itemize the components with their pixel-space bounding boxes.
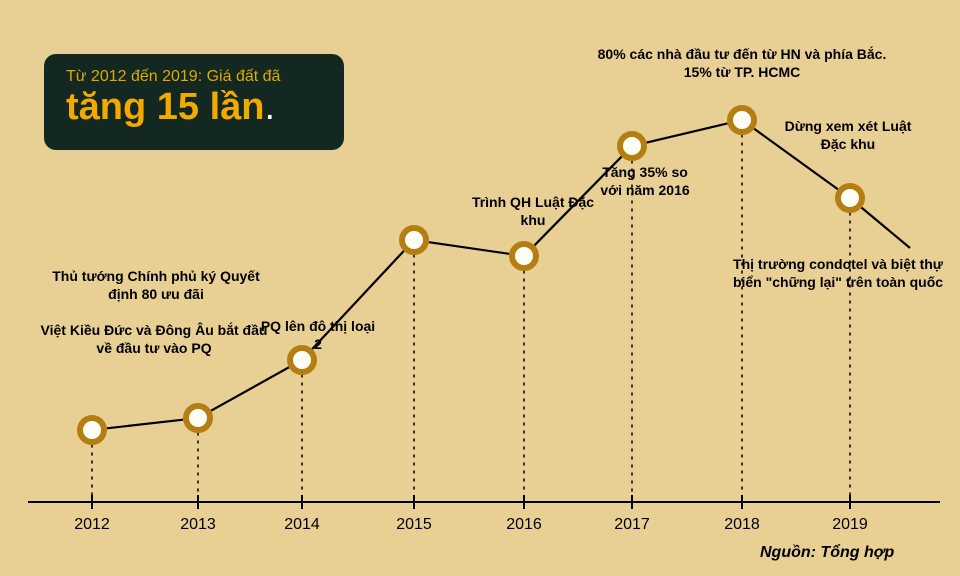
callout-dot: . [265,86,276,128]
callout-title: tăng 15 lần [66,86,265,128]
ann-2019b: Thị trường condotel và biệt thự biển "ch… [720,256,956,291]
ann-2013b: Việt Kiều Đức và Đông Âu bắt đầu về đầu … [34,322,274,357]
callout-title-row: tăng 15 lần. [66,86,322,129]
year-label: 2013 [180,516,216,534]
year-label: 2019 [832,516,868,534]
timeline-infographic: Từ 2012 đến 2019: Giá đất đã tăng 15 lần… [0,0,960,576]
year-label: 2016 [506,516,542,534]
ann-2016: Trình QH Luật Đặc khu [468,194,598,229]
source-citation: Nguồn: Tổng hợp [760,544,894,562]
headline-callout: Từ 2012 đến 2019: Giá đất đã tăng 15 lần… [44,54,344,150]
ann-2013a: Thủ tướng Chính phủ ký Quyết định 80 ưu … [42,268,270,303]
year-label: 2012 [74,516,110,534]
year-label: 2018 [724,516,760,534]
ann-2019a: Dừng xem xét Luật Đặc khu [778,118,918,153]
year-label: 2017 [614,516,650,534]
ann-2018: 80% các nhà đầu tư đến từ HN và phía Bắc… [592,46,892,81]
year-label: 2014 [284,516,320,534]
callout-subtitle: Từ 2012 đến 2019: Giá đất đã [66,68,322,86]
year-label: 2015 [396,516,432,534]
ann-2014: PQ lên đô thị loại 2 [258,318,378,353]
ann-2017: Tăng 35% so với năm 2016 [590,164,700,199]
